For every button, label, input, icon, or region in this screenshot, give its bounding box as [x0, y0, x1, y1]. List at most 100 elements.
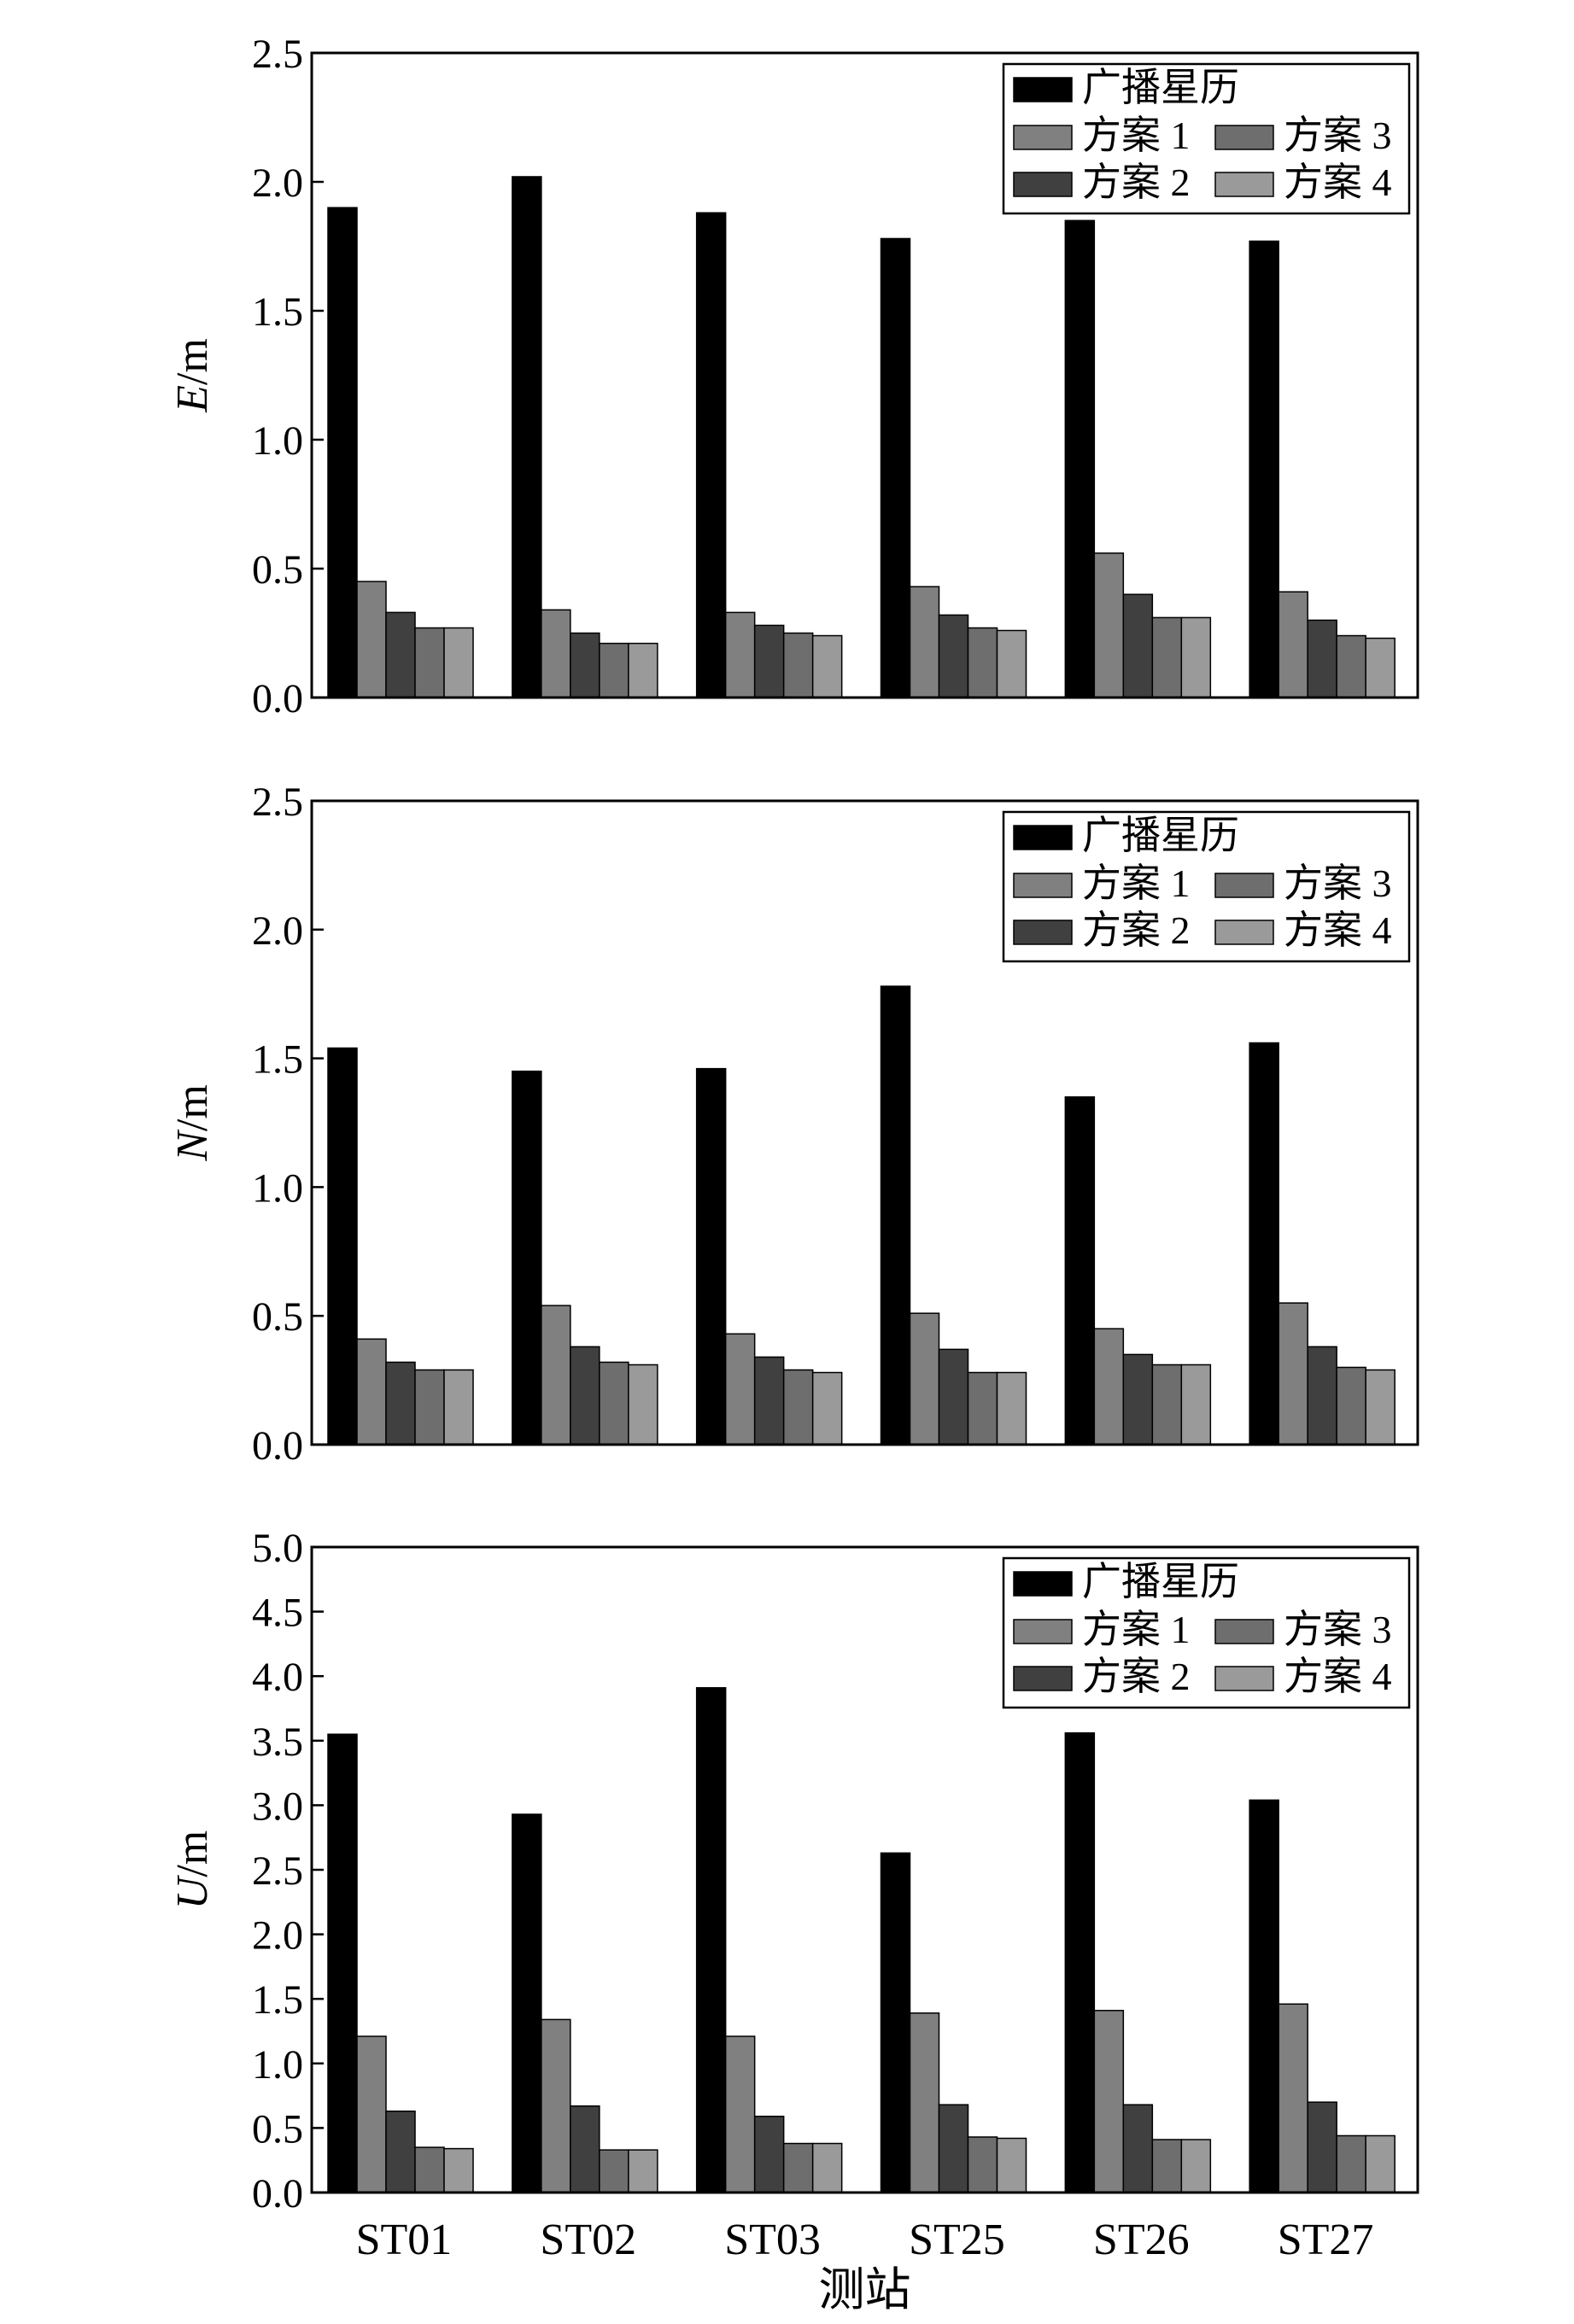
y-axis-label: E/m — [168, 338, 217, 413]
bar-st27-series-2 — [1278, 2003, 1308, 2193]
x-axis-label: 测站 — [819, 2264, 911, 2315]
bar-st27-series-4 — [1336, 634, 1366, 698]
y-tick-label: 3.0 — [252, 1784, 303, 1829]
bar-st26-series-4 — [1151, 2139, 1183, 2193]
y-tick-label: 2.5 — [252, 1848, 303, 1894]
y-tick-label: 1.5 — [252, 1037, 303, 1083]
legend-label-1: 广播星历 — [1082, 814, 1239, 857]
bar-st25-series-2 — [909, 586, 940, 698]
legend-swatch-2 — [1013, 1619, 1073, 1644]
bar-st25-series-5 — [996, 1371, 1027, 1445]
legend-swatch-4 — [1214, 125, 1274, 150]
legend-swatch-5 — [1214, 920, 1274, 945]
bar-st26-series-3 — [1122, 593, 1154, 698]
bar-st27-series-3 — [1307, 2101, 1337, 2193]
bar-st02-series-4 — [599, 2149, 629, 2193]
bar-st01-series-5 — [443, 1369, 474, 1445]
bar-st25-series-5 — [996, 629, 1027, 698]
bar-st25-series-3 — [938, 2104, 969, 2193]
bar-st02-series-2 — [541, 609, 571, 698]
bar-st01-series-1 — [327, 1733, 358, 2193]
y-tick-label: 2.0 — [252, 1913, 303, 1959]
bar-st26-series-1 — [1064, 1096, 1096, 1445]
bar-st01-series-3 — [385, 1361, 416, 1445]
bar-st01-series-2 — [356, 581, 387, 698]
bar-st25-series-2 — [909, 2012, 940, 2193]
y-tick-label: 4.0 — [252, 1655, 303, 1700]
legend-label-4: 方案 3 — [1284, 861, 1392, 905]
y-tick-label: 0.5 — [252, 2106, 303, 2152]
y-tick-label: 0.5 — [252, 547, 303, 593]
y-axis-label-unit: /m — [168, 1831, 217, 1877]
bar-st27-series-4 — [1336, 2134, 1366, 2193]
bar-st03-series-4 — [782, 632, 814, 698]
legend-label-4: 方案 3 — [1284, 1608, 1392, 1651]
y-tick-label: 1.5 — [252, 289, 303, 335]
bar-st25-series-5 — [996, 2137, 1027, 2193]
bar-st03-series-3 — [753, 1356, 785, 1445]
bar-st25-series-4 — [967, 627, 998, 698]
bar-st27-series-1 — [1249, 240, 1279, 698]
bar-st25-series-4 — [967, 1371, 998, 1445]
bar-st26-series-2 — [1093, 1328, 1125, 1445]
y-tick-label: 0.0 — [252, 1423, 303, 1469]
y-tick-label: 1.5 — [252, 1977, 303, 2023]
legend-swatch-3 — [1013, 920, 1073, 945]
bar-st27-series-4 — [1336, 1366, 1366, 1445]
bar-st25-series-1 — [880, 1852, 911, 2193]
bar-st26-series-1 — [1064, 1731, 1096, 2193]
legend-label-1: 广播星历 — [1082, 1560, 1239, 1603]
legend-label-5: 方案 4 — [1284, 1655, 1392, 1698]
bar-st26-series-1 — [1064, 219, 1096, 698]
bar-st01-series-1 — [327, 1047, 358, 1445]
legend-label-2: 方案 1 — [1082, 861, 1191, 905]
bar-st25-series-3 — [938, 1348, 969, 1445]
bar-st26-series-5 — [1180, 2139, 1212, 2193]
plot-frame — [310, 799, 1419, 1446]
y-axis-label: N/m — [168, 1084, 217, 1162]
bar-st02-series-2 — [541, 1305, 571, 1445]
bar-st03-series-5 — [811, 634, 843, 698]
y-tick-label: 0.0 — [252, 2171, 303, 2216]
y-tick-label: 0.5 — [252, 1294, 303, 1340]
x-tick-label-st03: ST03 — [724, 2216, 821, 2264]
bar-st03-series-1 — [695, 1687, 727, 2193]
bar-st03-series-1 — [695, 1067, 727, 1445]
legend-swatch-2 — [1013, 125, 1073, 150]
legend-swatch-3 — [1013, 172, 1073, 197]
legend-swatch-1 — [1013, 77, 1073, 102]
legend-label-3: 方案 2 — [1082, 161, 1191, 204]
bar-st02-series-4 — [599, 1361, 629, 1445]
bar-st02-series-3 — [570, 2105, 600, 2193]
bar-st01-series-1 — [327, 207, 358, 698]
y-tick-label: 2.0 — [252, 908, 303, 954]
bar-st25-series-3 — [938, 614, 969, 698]
bar-st02-series-5 — [628, 1363, 658, 1445]
bar-st26-series-2 — [1093, 2010, 1125, 2193]
bar-st01-series-3 — [385, 2110, 416, 2193]
x-tick-label-st26: ST26 — [1093, 2216, 1190, 2264]
legend-swatch-1 — [1013, 1571, 1073, 1597]
bar-st26-series-2 — [1093, 552, 1125, 698]
bar-st27-series-2 — [1278, 591, 1308, 698]
bar-st03-series-1 — [695, 212, 727, 698]
y-axis-label-variable: N — [168, 1129, 217, 1162]
bar-st27-series-3 — [1307, 1346, 1337, 1445]
legend-label-2: 方案 1 — [1082, 1608, 1191, 1651]
legend-label-1: 广播星历 — [1082, 66, 1239, 109]
bar-st01-series-2 — [356, 1338, 387, 1445]
bar-st26-series-4 — [1151, 1363, 1183, 1445]
y-tick-label: 4.5 — [252, 1591, 303, 1636]
bar-st01-series-5 — [443, 627, 474, 698]
bar-st02-series-3 — [570, 632, 600, 698]
bar-st01-series-4 — [414, 2146, 445, 2193]
bar-st26-series-4 — [1151, 616, 1183, 698]
y-axis-label-unit: /m — [168, 1084, 217, 1131]
bar-st27-series-1 — [1249, 1042, 1279, 1445]
bar-st03-series-5 — [811, 2142, 843, 2193]
bar-st25-series-2 — [909, 1312, 940, 1445]
legend-swatch-2 — [1013, 873, 1073, 898]
legend-label-2: 方案 1 — [1082, 114, 1191, 157]
